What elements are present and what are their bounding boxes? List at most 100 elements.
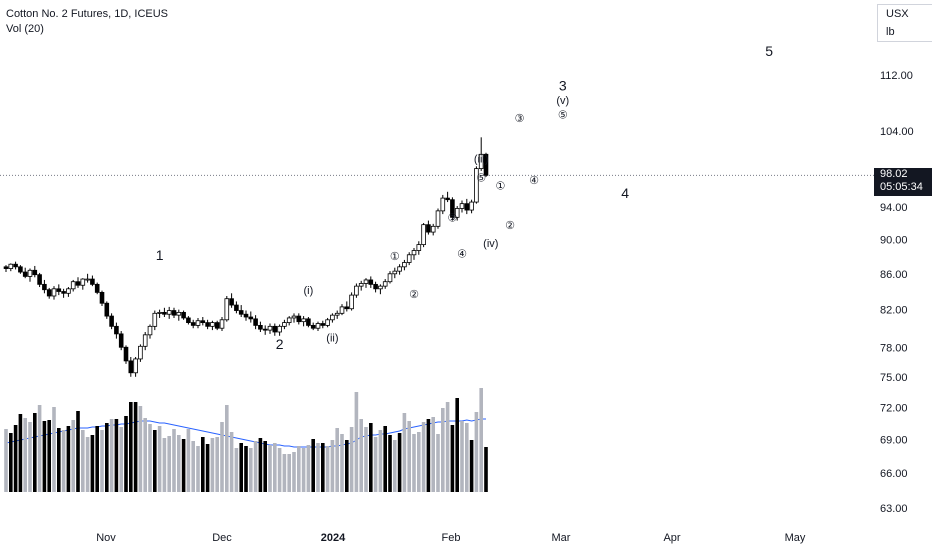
candle-body [3, 266, 9, 269]
volume-bar [455, 398, 459, 492]
candle [85, 273, 90, 283]
time-axis[interactable]: Nov Dec 2024 Feb Mar Apr May [96, 532, 806, 544]
candle-body [109, 315, 114, 327]
symbol-title: Cotton No. 2 Futures, 1D, ICEUS [6, 8, 169, 20]
candle [253, 315, 258, 330]
wave-label: ③ [447, 212, 457, 224]
candle-body [440, 197, 446, 212]
candle [296, 313, 302, 325]
volume-indicator-label[interactable]: Vol (20) [6, 23, 44, 35]
candle [162, 307, 167, 318]
candle-body [330, 314, 335, 321]
unit-label: lb [886, 26, 895, 38]
volume-bar [277, 448, 282, 492]
candle-body [392, 270, 398, 275]
candle [75, 277, 81, 288]
wave-label: ③ [515, 113, 525, 125]
candle-body [464, 203, 470, 211]
volume-bar [148, 424, 152, 492]
volume-bar [143, 418, 147, 492]
currency-label: USX [886, 8, 909, 20]
candle-body [171, 310, 177, 316]
candle [224, 295, 230, 322]
wave-label: (iii) [474, 154, 489, 166]
candle-body [344, 306, 350, 310]
candle [301, 316, 306, 327]
candle [70, 279, 76, 292]
volume-bar [345, 440, 349, 492]
time-tick-label: Nov [96, 532, 116, 544]
candle-body [32, 269, 38, 276]
volume-bar [129, 402, 133, 492]
candle [46, 287, 52, 299]
candle-body [42, 283, 47, 291]
candle [320, 320, 326, 329]
volume-bar [330, 440, 335, 492]
volume-bar [373, 437, 378, 492]
volume-bar [359, 419, 363, 492]
candle [94, 282, 100, 295]
candle [142, 331, 148, 351]
volume-bar [100, 430, 104, 492]
candle-body [430, 225, 436, 233]
wave-label: 3 [559, 78, 567, 94]
candle-body [152, 312, 158, 327]
candle-body [459, 203, 465, 209]
candle-body [445, 197, 450, 201]
candle [277, 324, 282, 336]
bar-countdown: 05:05:34 [880, 181, 923, 193]
candle [138, 344, 143, 362]
candle [243, 310, 249, 321]
candle [272, 323, 278, 336]
candle-body [190, 322, 196, 326]
volume-bar [364, 427, 368, 492]
volume-bar [325, 446, 330, 492]
candle-body [397, 266, 402, 272]
candle [258, 321, 263, 332]
candle-body [363, 279, 369, 284]
wave-label: 1 [156, 247, 164, 263]
candle [368, 276, 374, 288]
candle-body [114, 325, 119, 335]
volume-bar [388, 435, 392, 492]
candle-body [176, 311, 182, 316]
candle-body [104, 302, 110, 317]
currency-unit-box[interactable]: USX lb [877, 4, 932, 42]
volume-bar [268, 445, 272, 492]
price-axis[interactable]: 112.00104.0098.0094.0090.0086.0082.0078.… [880, 70, 914, 515]
candle [114, 322, 119, 339]
candle-body [195, 320, 201, 326]
volume-bar [23, 418, 27, 492]
volume-bar [114, 419, 119, 492]
candle-body [128, 360, 134, 374]
candle-body [70, 281, 76, 290]
candle [51, 286, 57, 300]
last-price-value: 98.02 [880, 168, 908, 180]
candle [128, 356, 134, 377]
volume-bar [469, 440, 474, 492]
candle [450, 197, 455, 221]
volume-bar [378, 430, 383, 492]
candle-body [205, 322, 210, 327]
volume-bar [167, 436, 171, 492]
candle [459, 200, 465, 213]
wave-label: (i) [304, 285, 314, 297]
candle [171, 307, 177, 318]
candle-body [426, 224, 431, 233]
candle [152, 310, 158, 331]
volume-bar [177, 435, 181, 492]
volume-bar [42, 421, 47, 492]
volume-bar [412, 434, 416, 492]
candle [195, 317, 201, 329]
candle [306, 317, 311, 328]
candle-body [51, 288, 57, 297]
candle-body [219, 319, 225, 329]
volume-bar [316, 443, 320, 492]
candle [27, 268, 33, 282]
candle [282, 319, 287, 330]
volume-bar [13, 425, 18, 492]
volume-bar [479, 388, 483, 492]
volume-bar [4, 429, 8, 492]
candle-body [368, 279, 374, 285]
